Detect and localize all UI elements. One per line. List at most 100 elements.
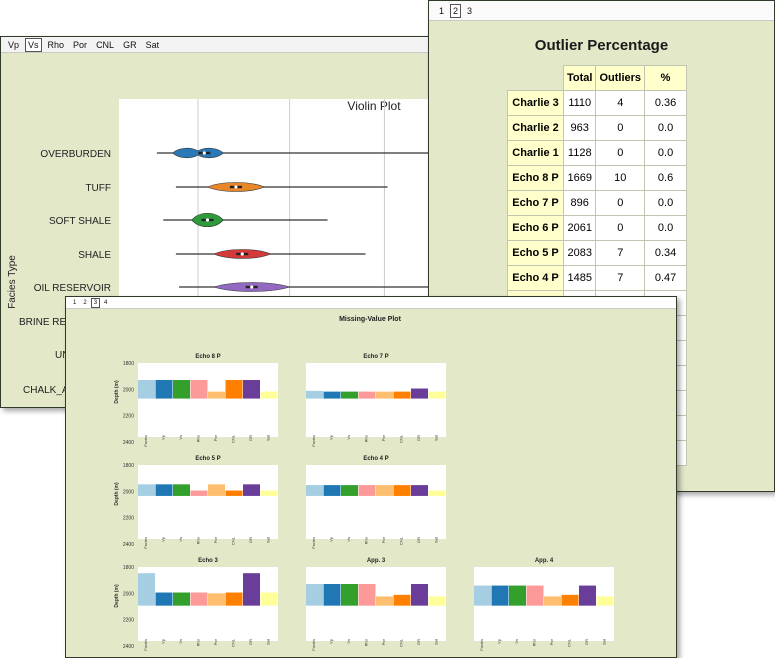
tab-sat[interactable]: Sat bbox=[145, 39, 160, 50]
tab-1[interactable]: 1 bbox=[439, 5, 445, 16]
missing-panel: Echo 8 P 1800 2000 2200 2400 Depth (m) Facies V… bbox=[114, 354, 278, 447]
missing-bar bbox=[190, 592, 208, 606]
missing-bar bbox=[358, 391, 376, 399]
tab-gr[interactable]: GR bbox=[123, 39, 137, 50]
ytick-label: 2200 bbox=[123, 618, 134, 624]
log-label: Sat bbox=[433, 434, 438, 441]
table-row: Charlie 1 1128 0 0.0 bbox=[507, 140, 688, 166]
missing-bar bbox=[526, 585, 544, 606]
missing-bar bbox=[260, 391, 278, 399]
table-row: Echo 7 P 896 0 0.0 bbox=[507, 190, 688, 216]
log-label: Vp bbox=[328, 638, 333, 644]
panel-ylabel: Depth (m) bbox=[114, 482, 120, 506]
table-row: Echo 4 P 1485 7 0.47 bbox=[507, 265, 688, 291]
category-label: CHALK_A bbox=[23, 385, 69, 396]
missing-bar bbox=[155, 592, 173, 606]
tab-cnl[interactable]: CNL bbox=[96, 39, 115, 50]
row-label: Echo 7 P bbox=[507, 190, 564, 216]
log-label: CNL bbox=[566, 638, 571, 647]
panel-title: Echo 5 P bbox=[195, 456, 220, 462]
log-label: Vp bbox=[160, 536, 165, 542]
tab-1[interactable]: 1 bbox=[73, 299, 77, 306]
panel-ylabel: Depth (m) bbox=[114, 584, 120, 608]
missing-bar bbox=[579, 585, 596, 606]
tab-2[interactable]: 2 bbox=[450, 3, 462, 18]
tab-3[interactable]: 3 bbox=[90, 297, 101, 308]
log-label: GR bbox=[248, 537, 253, 543]
missing-bar bbox=[358, 584, 376, 606]
missing-bar bbox=[243, 484, 260, 496]
log-label: Facies bbox=[143, 537, 148, 549]
missing-bar bbox=[474, 585, 491, 606]
log-label: Por bbox=[381, 536, 386, 543]
category-label: OVERBURDEN bbox=[40, 149, 111, 160]
outliers-cell: 0 bbox=[595, 215, 646, 241]
panel-title: Echo 7 P bbox=[363, 354, 388, 360]
row-label: Echo 5 P bbox=[507, 240, 564, 266]
log-label: Vp bbox=[328, 434, 333, 440]
log-label: Rho bbox=[531, 638, 536, 646]
outliers-cell: 10 bbox=[595, 165, 646, 191]
missing-bar bbox=[208, 484, 225, 496]
log-label: CNL bbox=[230, 536, 235, 545]
pct-cell: 0.0 bbox=[644, 140, 688, 166]
total-cell: 963 bbox=[562, 115, 597, 141]
tab-3[interactable]: 3 bbox=[467, 5, 473, 16]
missing-bar bbox=[393, 485, 411, 496]
panel-title: Echo 3 bbox=[198, 558, 218, 564]
tab-vs[interactable]: Vs bbox=[25, 37, 42, 52]
missing-bar bbox=[393, 391, 411, 399]
log-label: Por bbox=[213, 434, 218, 441]
tab-vp[interactable]: Vp bbox=[8, 39, 20, 50]
missing-bar bbox=[341, 391, 358, 399]
outlier-tab-bar: 1 2 3 bbox=[429, 1, 774, 21]
log-label: Facies bbox=[479, 639, 484, 651]
log-label: Vs bbox=[178, 435, 183, 440]
log-label: GR bbox=[416, 639, 421, 645]
log-label: Rho bbox=[195, 638, 200, 646]
missing-bar bbox=[208, 391, 225, 399]
outlier-title: Outlier Percentage bbox=[534, 37, 669, 54]
missing-value-chart: Missing-Value Plot Echo 8 P 1800 2000 2200 2… bbox=[114, 316, 614, 651]
outliers-cell: 4 bbox=[595, 90, 646, 116]
tab-4[interactable]: 4 bbox=[104, 299, 108, 306]
missing-bar bbox=[341, 584, 358, 606]
ytick-label: 2000 bbox=[123, 489, 134, 495]
missing-bar bbox=[341, 485, 358, 496]
tab-por[interactable]: Por bbox=[73, 39, 88, 50]
log-label: Facies bbox=[311, 639, 316, 651]
log-label: Sat bbox=[265, 638, 270, 645]
tab-2[interactable]: 2 bbox=[83, 299, 87, 306]
log-label: GR bbox=[248, 435, 253, 441]
category-label: BRINE RESERVOIR bbox=[19, 317, 111, 328]
log-label: GR bbox=[584, 639, 589, 645]
log-label: Vs bbox=[178, 537, 183, 542]
panel-ylabel: Depth (m) bbox=[114, 380, 120, 404]
total-cell: 2083 bbox=[562, 240, 597, 266]
missing-bar bbox=[138, 380, 155, 399]
outliers-cell: 0 bbox=[595, 190, 646, 216]
table-row: Charlie 3 1110 4 0.36 bbox=[507, 90, 688, 116]
total-cell: 2061 bbox=[562, 215, 597, 241]
missing-bar bbox=[323, 584, 341, 606]
table-row: Charlie 2 963 0 0.0 bbox=[507, 115, 688, 141]
missing-title: Missing-Value Plot bbox=[339, 316, 402, 323]
violin-median bbox=[202, 151, 206, 155]
missing-bar bbox=[393, 594, 411, 606]
total-cell: 1128 bbox=[562, 140, 597, 166]
log-label: Facies bbox=[143, 435, 148, 447]
violin-median bbox=[250, 285, 254, 289]
missing-bar bbox=[358, 485, 376, 496]
missing-bar bbox=[190, 380, 208, 399]
table-corner bbox=[507, 65, 564, 91]
missing-bar bbox=[138, 573, 155, 606]
pct-cell: 0.6 bbox=[644, 165, 688, 191]
panel-title: App. 4 bbox=[535, 558, 554, 564]
category-label: TUFF bbox=[85, 183, 111, 194]
log-label: Por bbox=[381, 638, 386, 645]
ytick-label: 2200 bbox=[123, 516, 134, 522]
panel-title: Echo 8 P bbox=[195, 354, 220, 360]
log-label: GR bbox=[248, 639, 253, 645]
log-label: CNL bbox=[230, 434, 235, 443]
tab-rho[interactable]: Rho bbox=[47, 39, 65, 50]
